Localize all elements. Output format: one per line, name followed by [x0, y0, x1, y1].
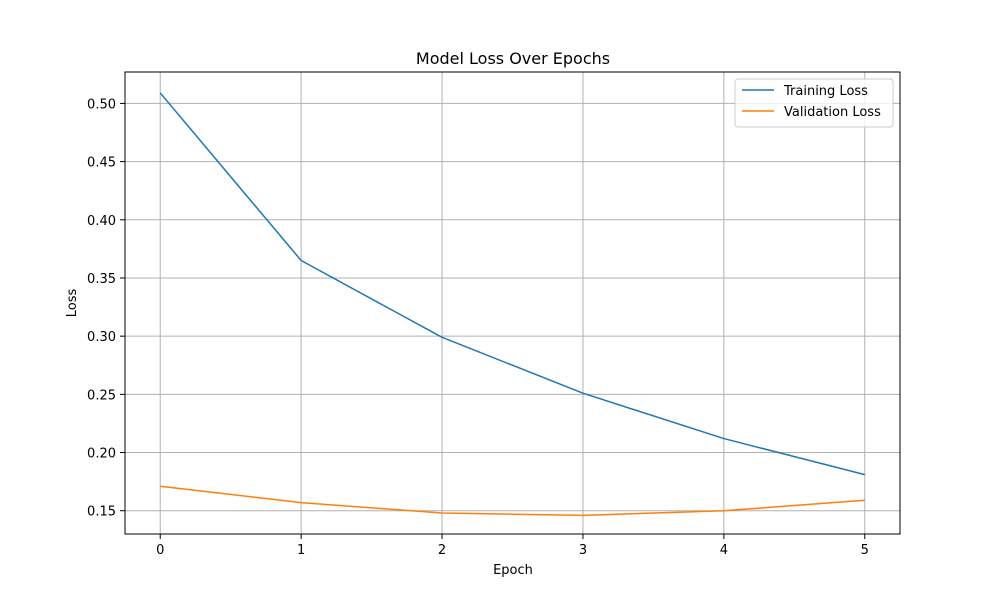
- y-tick-label: 0.15: [87, 505, 116, 520]
- y-tick-label: 0.30: [87, 330, 116, 345]
- x-tick-label: 4: [720, 543, 728, 558]
- x-tick-label: 2: [438, 543, 446, 558]
- chart-title: Model Loss Over Epochs: [416, 49, 610, 68]
- y-tick-label: 0.50: [87, 97, 116, 112]
- legend-label-validation-loss: Validation Loss: [784, 105, 881, 120]
- series-lines: [159, 92, 865, 517]
- x-tick-label: 3: [579, 543, 587, 558]
- x-axis-label: Epoch: [493, 563, 533, 578]
- y-axis-label: Loss: [65, 289, 80, 318]
- x-tick-label: 5: [861, 543, 869, 558]
- series-line-training-loss: [159, 92, 865, 476]
- legend-label-training-loss: Training Loss: [783, 84, 868, 99]
- x-tick-label: 0: [156, 543, 164, 558]
- y-tick-label: 0.35: [87, 272, 116, 287]
- plot-frame: [124, 71, 901, 535]
- y-axis-ticks: 0.15 0.20 0.25 0.30 0.35 0.40 0.45 0.50: [87, 97, 125, 520]
- series-line-validation-loss: [160, 485, 865, 517]
- grid: [125, 72, 900, 534]
- legend-box: [734, 78, 894, 128]
- y-tick-label: 0.20: [87, 447, 116, 462]
- y-tick-label: 0.40: [87, 214, 116, 229]
- y-tick-label: 0.45: [87, 156, 116, 171]
- legend: Training Loss Validation Loss: [734, 78, 894, 128]
- y-tick-label: 0.25: [87, 388, 116, 403]
- x-axis-ticks: 0 1 2 3 4 5: [156, 534, 869, 558]
- x-tick-label: 1: [297, 543, 305, 558]
